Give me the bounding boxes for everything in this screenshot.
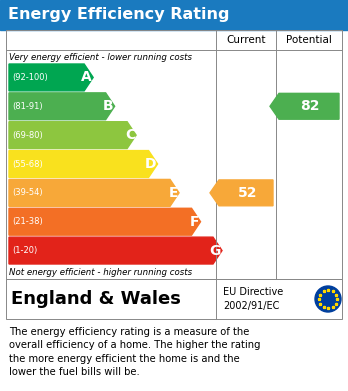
Text: F: F bbox=[190, 215, 199, 229]
Text: Current: Current bbox=[226, 35, 266, 45]
Polygon shape bbox=[210, 180, 273, 206]
Text: Energy Efficiency Rating: Energy Efficiency Rating bbox=[8, 7, 229, 23]
Polygon shape bbox=[9, 208, 200, 235]
Text: A: A bbox=[81, 70, 92, 84]
Polygon shape bbox=[270, 93, 339, 119]
Text: The energy efficiency rating is a measure of the
overall efficiency of a home. T: The energy efficiency rating is a measur… bbox=[9, 327, 261, 377]
Text: England & Wales: England & Wales bbox=[11, 290, 181, 308]
Text: (69-80): (69-80) bbox=[12, 131, 43, 140]
Text: Not energy efficient - higher running costs: Not energy efficient - higher running co… bbox=[9, 268, 192, 277]
Circle shape bbox=[315, 286, 341, 312]
Text: B: B bbox=[103, 99, 114, 113]
Text: 52: 52 bbox=[238, 186, 257, 200]
Polygon shape bbox=[9, 122, 136, 149]
Text: C: C bbox=[125, 128, 135, 142]
Text: (81-91): (81-91) bbox=[12, 102, 42, 111]
Text: (1-20): (1-20) bbox=[12, 246, 37, 255]
Text: E: E bbox=[168, 186, 178, 200]
Text: Very energy efficient - lower running costs: Very energy efficient - lower running co… bbox=[9, 52, 192, 61]
Text: Potential: Potential bbox=[286, 35, 332, 45]
Polygon shape bbox=[9, 151, 158, 178]
Text: 2002/91/EC: 2002/91/EC bbox=[223, 301, 279, 311]
Text: (21-38): (21-38) bbox=[12, 217, 43, 226]
Polygon shape bbox=[9, 93, 114, 120]
Bar bbox=[6, 279, 342, 319]
Text: 82: 82 bbox=[301, 99, 320, 113]
Text: D: D bbox=[145, 157, 157, 171]
Polygon shape bbox=[9, 64, 93, 91]
Text: (39-54): (39-54) bbox=[12, 188, 42, 197]
Bar bbox=[0, 0, 348, 30]
Text: (92-100): (92-100) bbox=[12, 73, 48, 82]
Text: G: G bbox=[209, 244, 221, 258]
Polygon shape bbox=[9, 237, 222, 264]
Text: (55-68): (55-68) bbox=[12, 160, 43, 169]
Bar bbox=[6, 30, 342, 279]
Polygon shape bbox=[9, 179, 179, 206]
Text: EU Directive: EU Directive bbox=[223, 287, 283, 297]
